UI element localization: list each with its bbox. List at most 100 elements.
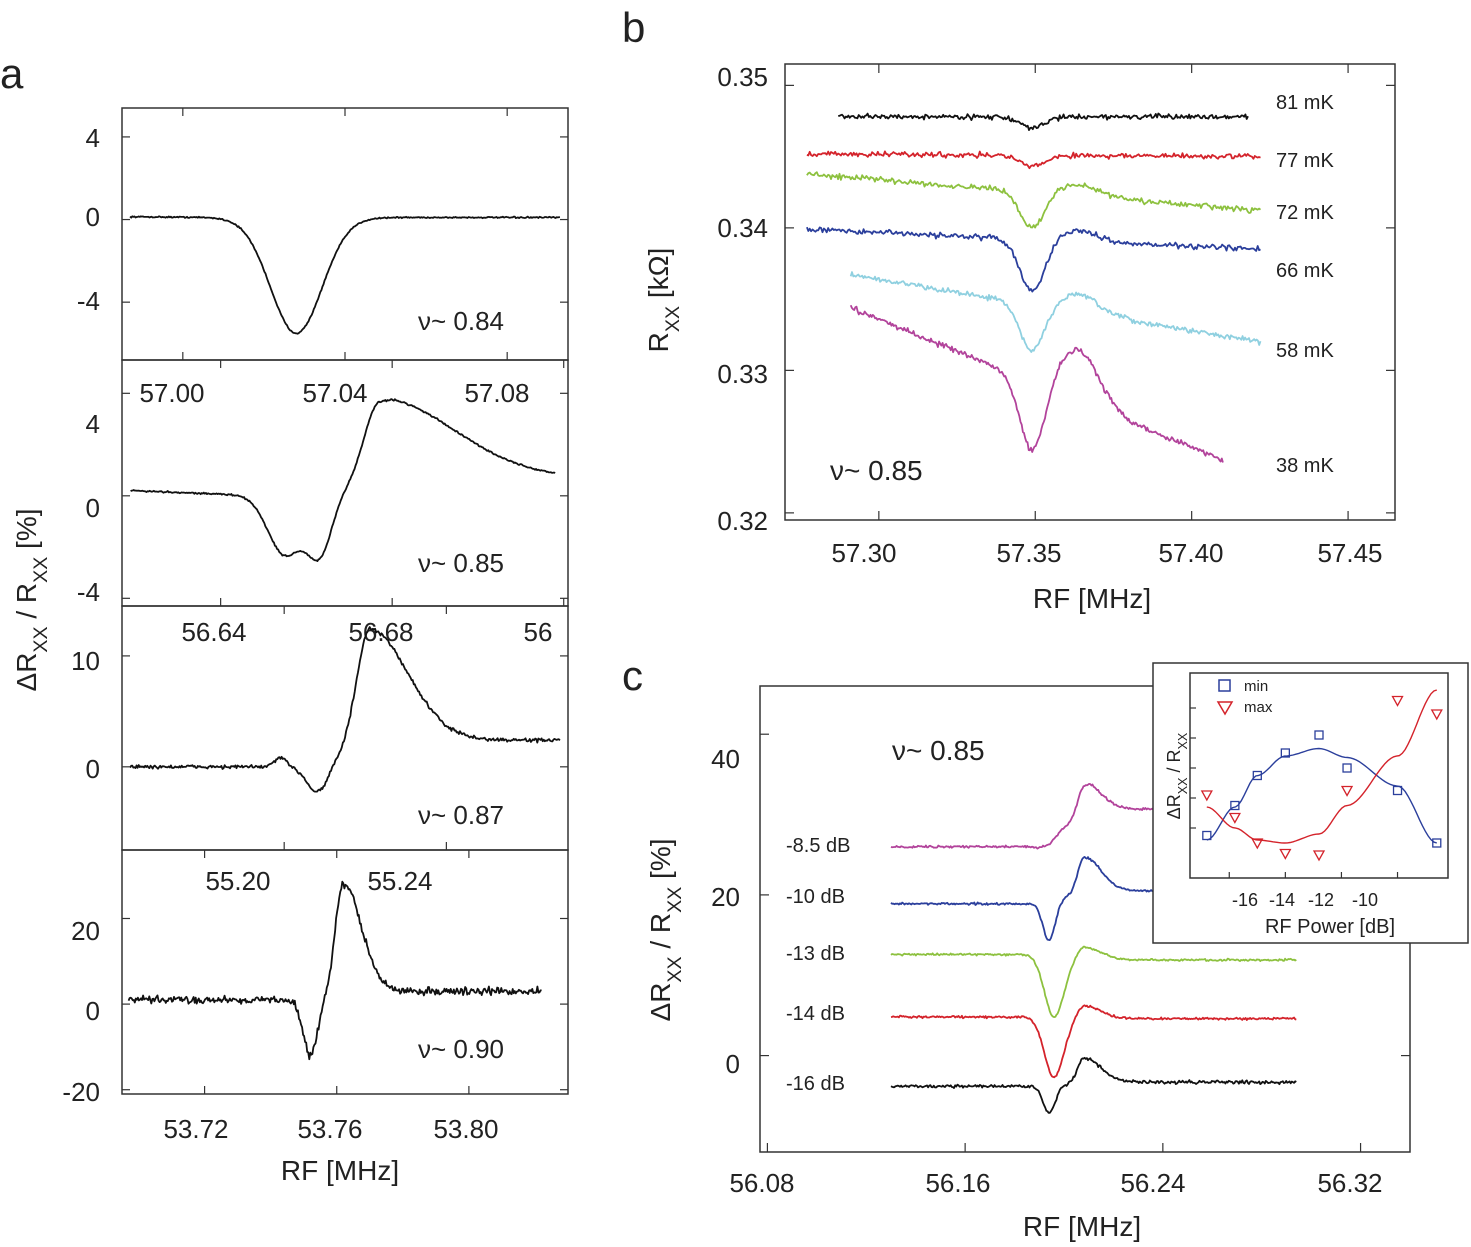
inset-point-max	[1312, 850, 1326, 862]
panel-b-ytick-0.35: 0.35	[717, 62, 768, 92]
subplot-a4-xtick-53.72: 53.72	[163, 1114, 228, 1144]
inset-legend-min-marker	[1218, 679, 1231, 692]
panel-b-xtick-57.35: 57.35	[996, 538, 1061, 568]
panel-b: ν~ 0.85 57.30 57.35 57.40 57.45 0.35 0.3…	[643, 62, 1396, 614]
panel-a-xlabel: RF [MHz]	[281, 1155, 399, 1186]
inset-background	[1152, 662, 1469, 944]
inset-point-max	[1279, 848, 1292, 860]
panel-b-trace-81mk	[838, 112, 1249, 131]
panel-c-trace-16db	[890, 1056, 1297, 1114]
inset-point-min	[1392, 785, 1403, 796]
inset-xtick-neg12: -12	[1308, 890, 1334, 910]
subplot-a2-xtick-56.64: 56.64	[181, 617, 246, 647]
panel-c-ytick-20: 20	[711, 882, 740, 912]
inset-legend-max-marker	[1216, 701, 1234, 716]
panel-b-frame	[784, 63, 1396, 521]
inset-xtick-neg10: -10	[1352, 890, 1378, 910]
subplot-a4-nu-label: ν~ 0.90	[418, 1034, 504, 1064]
inset-point-max	[1391, 695, 1404, 707]
inset-point-min	[1202, 830, 1212, 841]
subplot-a3-trace	[129, 626, 561, 793]
panel-b-label-38mk: 38 mK	[1276, 455, 1334, 477]
panel-b-ytick-0.33: 0.33	[717, 359, 768, 389]
subplot-a1-ytick-0: 0	[86, 202, 100, 232]
inset-point-max	[1200, 790, 1213, 802]
panel-b-ytick-0.34: 0.34	[717, 213, 768, 243]
panel-b-label-77mk: 77 mK	[1276, 150, 1334, 172]
inset-xlabel: RF Power [dB]	[1265, 916, 1395, 938]
subplot-a3-xtick-55.20: 55.20	[205, 866, 270, 896]
inset-point-min	[1432, 838, 1442, 848]
panel-b-label-81mk: 81 mK	[1276, 92, 1334, 114]
subplot-a4-ytick-20: 20	[71, 916, 100, 946]
subplot-a1-xtick-57.00: 57.00	[139, 378, 204, 408]
inset-point-max	[1340, 785, 1354, 797]
panel-c-xlabel: RF [MHz]	[1023, 1211, 1141, 1242]
subplot-a4-ytick-0: 0	[86, 996, 100, 1026]
panel-b-trace-38mk	[849, 304, 1224, 463]
subplot-a1-ytick-neg4: -4	[77, 286, 100, 316]
inset-legend-min-label: min	[1244, 678, 1268, 695]
inset-ylabel: ΔRXX / RXX	[1164, 732, 1190, 819]
subplot-a1-nu-label: ν~ 0.84	[418, 306, 504, 336]
panel-c-ytick-40: 40	[711, 744, 740, 774]
panel-c-xtick-56.32: 56.32	[1317, 1168, 1382, 1198]
subplot-a4-xtick-53.80: 53.80	[433, 1114, 498, 1144]
panel-c-label-10db: -10 dB	[786, 886, 845, 908]
inset-fit-max	[1206, 689, 1438, 844]
panel-letter-b: b	[622, 4, 645, 51]
panel-b-xtick-57.45: 57.45	[1317, 538, 1382, 568]
subplot-a2-xtick-56.68: 56.68	[348, 617, 413, 647]
panel-c-label-13db: -13 dB	[786, 943, 845, 965]
subplot-a1: ν~ 0.84 4 0 -4 57.00 57.04 57.08	[77, 107, 569, 408]
panel-c-label-14db: -14 dB	[786, 1003, 845, 1025]
panel-b-nu-label: ν~ 0.85	[830, 455, 923, 486]
panel-c-xtick-56.08: 56.08	[729, 1168, 794, 1198]
panel-letter-c: c	[622, 652, 643, 699]
subplot-a3-nu-label: ν~ 0.87	[418, 800, 504, 830]
subplot-a2-xtick-56: 56	[524, 617, 553, 647]
subplot-a2-nu-label: ν~ 0.85	[418, 548, 504, 578]
panel-c-label-16db: -16 dB	[786, 1073, 845, 1095]
inset-point-max	[1430, 709, 1443, 721]
subplot-a4-trace	[127, 880, 542, 1061]
panel-c-trace-13db	[890, 945, 1297, 1018]
inset-point-max	[1251, 838, 1264, 850]
panel-c-ytick-0: 0	[726, 1049, 740, 1079]
subplot-a4-frame	[121, 849, 569, 1095]
inset-point-min	[1342, 763, 1352, 773]
subplot-a1-xtick-57.04: 57.04	[302, 378, 367, 408]
panel-b-xlabel: RF [MHz]	[1033, 583, 1151, 614]
inset-point-max	[1228, 812, 1241, 824]
panel-c-label-8.5db: -8.5 dB	[786, 835, 850, 857]
panel-a: ν~ 0.84 4 0 -4 57.00 57.04 57.08 ν~ 0.85…	[11, 107, 569, 1186]
panel-b-ylabel: RXX [kΩ]	[643, 248, 684, 353]
inset-point-min	[1230, 800, 1240, 811]
subplot-a1-trace	[129, 215, 561, 335]
panel-c-xtick-56.16: 56.16	[925, 1168, 990, 1198]
inset-point-min	[1252, 770, 1262, 781]
subplot-a3-ytick-0: 0	[86, 754, 100, 784]
inset-point-min	[1280, 748, 1290, 758]
subplot-a4: ν~ 0.90 20 0 -20 53.72 53.76 53.80	[62, 849, 569, 1144]
subplot-a1-xtick-57.08: 57.08	[464, 378, 529, 408]
panel-c-nu-label: ν~ 0.85	[892, 735, 985, 766]
inset-point-min	[1314, 730, 1324, 740]
inset-plot-frame	[1189, 672, 1449, 879]
panel-b-trace-58mk	[849, 271, 1262, 353]
panel-c-ylabel: ΔRXX / RXX [%]	[645, 838, 686, 1021]
panel-b-trace-77mk	[806, 150, 1261, 170]
panel-b-xtick-57.40: 57.40	[1158, 538, 1223, 568]
subplot-a4-xtick-53.76: 53.76	[297, 1114, 362, 1144]
panel-b-ytick-0.32: 0.32	[717, 506, 768, 536]
panel-c-trace-14db	[890, 1004, 1297, 1079]
inset-legend-max-label: max	[1244, 699, 1273, 716]
subplot-a2-ytick-neg4: -4	[77, 577, 100, 607]
panel-c: ν~ 0.85 56.08 56.16 56.24 56.32 40 20 0 …	[645, 662, 1469, 1242]
subplot-a3-xtick-55.24: 55.24	[367, 866, 432, 896]
panel-c-inset: -16 -14 -12 -10 RF Power [dB] ΔRXX / RXX…	[1152, 662, 1469, 944]
panel-b-trace-66mk	[806, 226, 1261, 293]
subplot-a4-ytick-neg20: -20	[62, 1077, 100, 1107]
subplot-a2: ν~ 0.85 4 0 -4 56.64 56.68 56	[77, 359, 569, 647]
inset-xtick-neg16: -16	[1232, 890, 1258, 910]
